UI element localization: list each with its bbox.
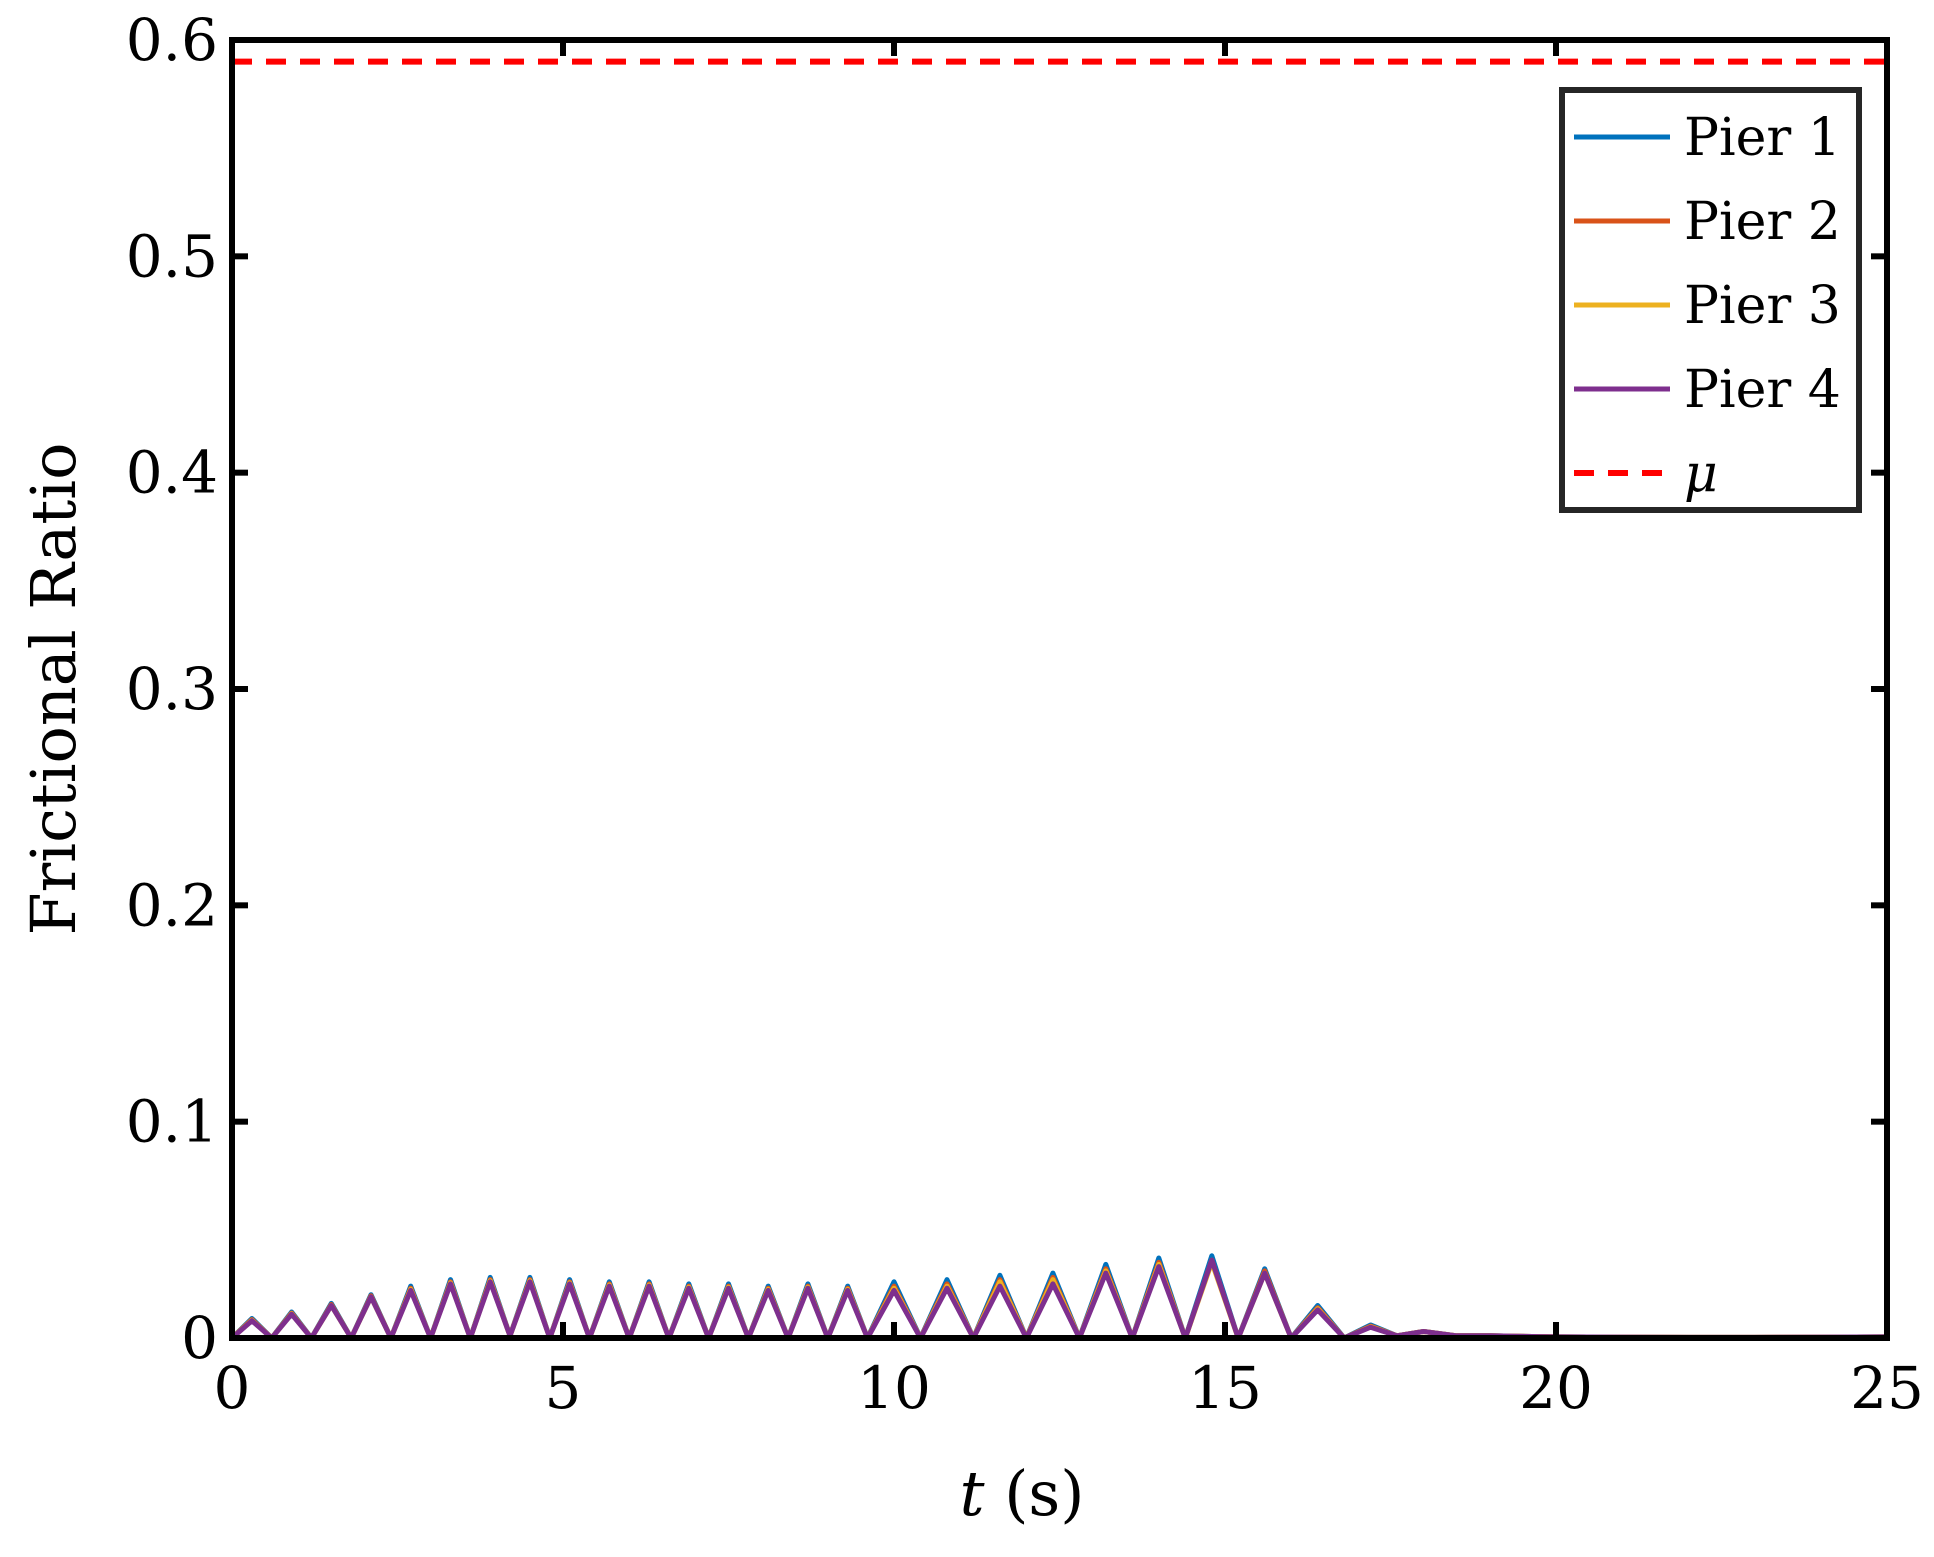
x-tick-label: 20 [1519, 1354, 1593, 1422]
series-line-4 [230, 1257, 1888, 1341]
y-tick-label: 0 [181, 1304, 218, 1372]
legend-label-1: Pier 1 [1684, 108, 1841, 168]
x-tick-label: 25 [1850, 1354, 1924, 1422]
x-tick-label: 15 [1188, 1354, 1262, 1422]
y-tick-label: 0.5 [126, 222, 218, 290]
x-tick-label: 0 [214, 1354, 251, 1422]
x-tick-label: 5 [545, 1354, 582, 1422]
x-axis-label: t (s) [960, 1457, 1085, 1530]
legend-label-3: Pier 3 [1684, 276, 1841, 336]
y-tick-label: 0.3 [126, 655, 218, 723]
y-axis-label: Frictional Ratio [17, 443, 90, 936]
y-tick-label: 0.4 [126, 439, 218, 507]
x-tick-label: 10 [857, 1354, 931, 1422]
legend-label-5: μ [1684, 444, 1718, 504]
legend: Pier 1 Pier 2 Pier 3 Pier 4 μ [1559, 87, 1862, 513]
y-tick-label: 0.2 [126, 871, 218, 939]
x-axis-unit: (s) [985, 1457, 1085, 1530]
series-layer [230, 58, 1888, 1341]
legend-box [1559, 87, 1862, 513]
legend-label-4: Pier 4 [1684, 360, 1841, 420]
x-axis-variable: t [960, 1457, 985, 1530]
legend-label-2: Pier 2 [1684, 192, 1841, 252]
y-tick-label: 0.1 [126, 1088, 218, 1156]
y-tick-label: 0.6 [126, 6, 218, 74]
tick-layer: 0 5 10 15 20 25 0 0.1 0.2 0.3 0.4 0.5 0.6 [126, 6, 1924, 1422]
